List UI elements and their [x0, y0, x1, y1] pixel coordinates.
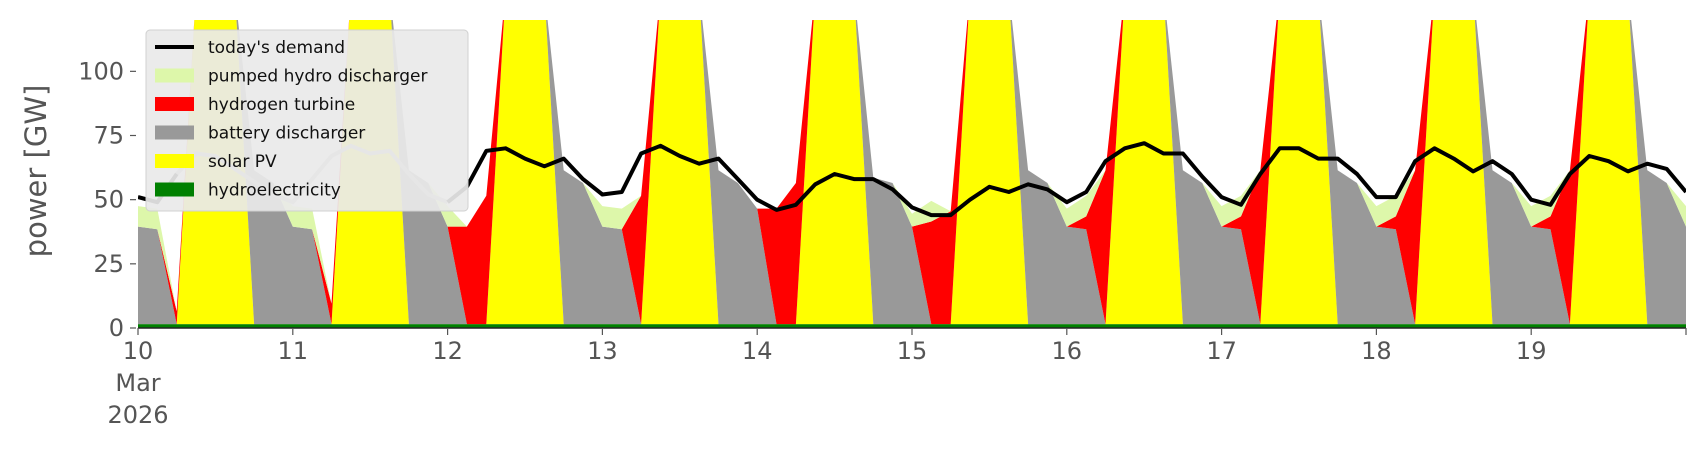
y-tick-label: 0 [109, 314, 124, 342]
legend-label-hydroelectricity: hydroelectricity [208, 181, 341, 201]
area-solar-pv [138, 20, 1686, 325]
y-tick-label: 50 [93, 186, 124, 214]
legend-swatch-solar-pv [155, 154, 194, 168]
x-tick-label: 19 [1516, 337, 1547, 365]
x-tick-label: 14 [742, 337, 773, 365]
x-tick-label: 17 [1206, 337, 1237, 365]
x-tick-label: 15 [897, 337, 928, 365]
axes: 0 25 50 75 100 10 Mar 2026 11 12 13 14 15 16 17 18 19 [78, 57, 1687, 429]
x-tick-label: 11 [278, 337, 309, 365]
legend-box [145, 29, 469, 212]
x-tick-label: 13 [587, 337, 618, 365]
y-axis-title: power [GW] [19, 85, 53, 258]
legend-label-pumped-hydro-discharger: pumped hydro discharger [208, 67, 427, 87]
area-hydroelectricity [138, 324, 1686, 328]
x-tick-month-label: Mar [115, 369, 160, 397]
x-tick-label: 12 [432, 337, 463, 365]
legend-swatch-battery-discharger [155, 125, 194, 140]
legend-swatch-pumped-hydro-discharger [155, 68, 194, 83]
legend: today's demand pumped hydro discharger hyd… [145, 29, 469, 212]
y-tick-label: 100 [78, 57, 124, 85]
stacked-area-layer [138, 20, 1686, 328]
legend-label-hydrogen-turbine: hydrogen turbine [208, 95, 355, 115]
x-tick-label: 18 [1361, 337, 1392, 365]
legend-label-battery-discharger: battery discharger [208, 124, 365, 144]
x-tick-label: 16 [1052, 337, 1083, 365]
area-battery-discharger [138, 20, 1686, 325]
x-tick-year-label: 2026 [107, 401, 168, 429]
legend-swatch-hydrogen-turbine [155, 97, 194, 111]
legend-swatch-hydroelectricity [155, 182, 194, 197]
legend-label-solar-pv: solar PV [208, 152, 277, 172]
legend-label-today-s-demand: today's demand [208, 38, 345, 58]
x-tick-label: 10 [123, 337, 154, 365]
demand-line [446, 141, 1686, 218]
y-tick-label: 25 [93, 250, 124, 278]
y-tick-label: 75 [93, 122, 124, 150]
